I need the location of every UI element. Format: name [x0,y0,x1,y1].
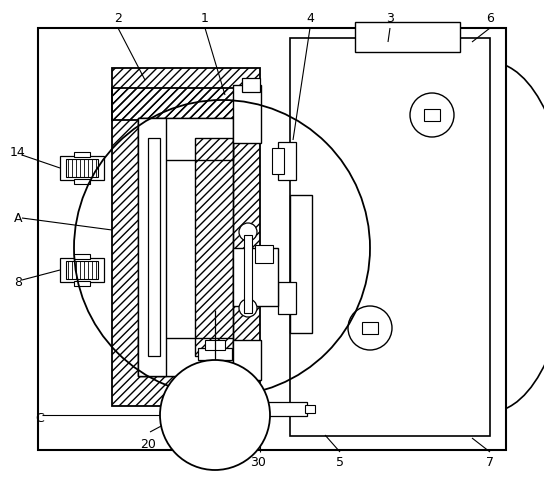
Circle shape [410,93,454,137]
Text: 4: 4 [306,12,314,24]
Text: 8: 8 [14,276,22,288]
Bar [60,156,104,180]
Bar [138,118,233,160]
Text: C: C [35,411,45,424]
Bar [272,148,284,174]
Bar [203,355,227,403]
Bar [360,320,380,336]
Bar [362,322,378,334]
Text: 7: 7 [486,456,494,468]
Bar [74,254,90,259]
Bar [38,28,506,450]
Bar [233,85,261,143]
Bar [242,78,260,92]
Bar [74,152,90,157]
Text: 1: 1 [201,12,209,24]
Bar [227,402,307,416]
Bar [66,159,98,177]
Text: A: A [14,212,22,225]
Text: 14: 14 [10,145,26,158]
Text: 20: 20 [140,439,156,452]
Bar [278,282,296,314]
Text: 6: 6 [486,12,494,24]
Bar [290,195,312,333]
Bar [244,235,252,313]
Circle shape [160,360,270,470]
Circle shape [239,299,257,317]
Text: 2: 2 [114,12,122,24]
Bar [195,138,233,356]
Bar [424,109,440,121]
Bar [138,118,233,376]
Bar [290,38,490,436]
Bar [422,107,442,123]
Bar [305,405,315,413]
Bar [255,245,273,263]
Bar [195,398,235,408]
Circle shape [239,223,257,241]
Bar [355,22,460,52]
Bar [233,340,261,380]
Bar [203,408,227,416]
Bar [138,338,233,376]
Bar [233,248,278,306]
Bar [112,68,260,120]
Circle shape [348,306,392,350]
Bar [148,138,160,356]
Text: 5: 5 [336,456,344,468]
Bar [66,261,98,279]
Bar [138,118,166,376]
Text: 3: 3 [386,12,394,24]
Bar [205,340,225,350]
Bar [112,88,260,406]
Bar [74,179,90,184]
Bar [198,348,232,360]
Bar [278,142,296,180]
Bar [60,258,104,282]
Bar [74,281,90,286]
Text: 30: 30 [250,456,266,468]
